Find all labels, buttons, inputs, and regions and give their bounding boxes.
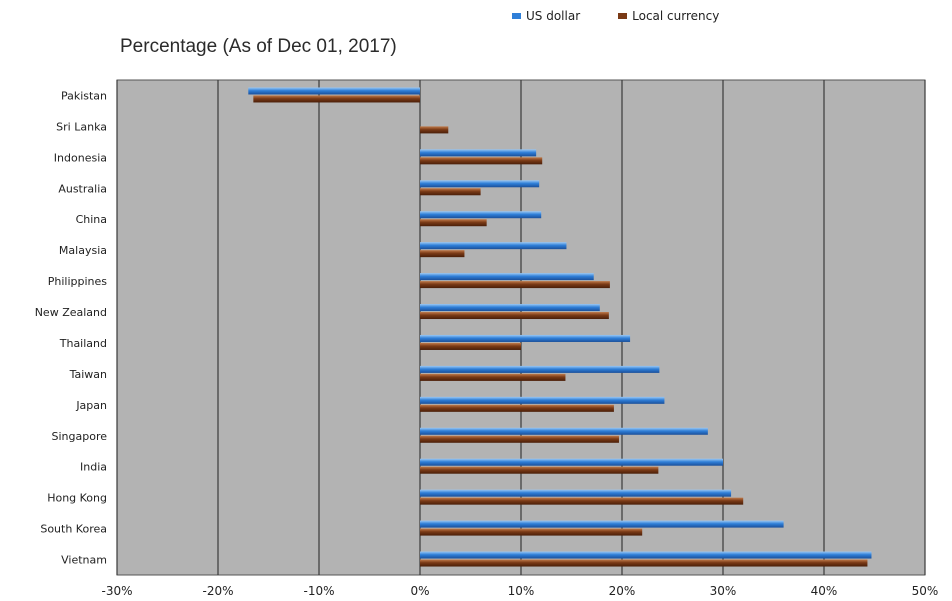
category-label: China — [76, 213, 107, 226]
category-label: Taiwan — [69, 368, 107, 381]
x-axis-tick-labels: -30% -20% -10% 0% 10% 20% 30% 40% 50% — [101, 584, 938, 598]
category-label: India — [80, 461, 107, 474]
bar-us-dollar — [420, 273, 594, 281]
x-tick-label: 30% — [710, 584, 737, 598]
x-tick-label: 20% — [609, 584, 636, 598]
legend-item-us-dollar: US dollar — [512, 9, 580, 23]
x-tick-label: 50% — [912, 584, 939, 598]
bar-us-dollar — [420, 489, 732, 497]
bar-us-dollar — [420, 365, 660, 373]
category-label: Thailand — [59, 337, 107, 350]
bar-us-dollar — [420, 458, 723, 466]
bar-us-dollar — [420, 334, 631, 342]
bar-local-currency — [420, 466, 659, 474]
x-tick-label: 0% — [410, 584, 429, 598]
category-label: Pakistan — [61, 89, 107, 102]
bar-us-dollar — [420, 520, 784, 528]
category-label: Singapore — [52, 430, 108, 443]
category-label: Indonesia — [54, 151, 107, 164]
bar-local-currency — [420, 219, 487, 227]
category-label: Japan — [75, 399, 107, 412]
bar-us-dollar — [420, 149, 537, 157]
bar-local-currency — [253, 95, 420, 103]
bar-us-dollar — [420, 427, 708, 435]
x-tick-label: -10% — [303, 584, 334, 598]
bar-local-currency — [420, 188, 481, 196]
bar-local-currency — [420, 435, 619, 443]
bar-local-currency — [420, 497, 744, 505]
legend-swatch-us-dollar — [512, 13, 521, 19]
bar-us-dollar — [420, 304, 600, 312]
bar-local-currency — [420, 126, 449, 134]
bar-local-currency — [420, 404, 614, 412]
category-label: Philippines — [48, 275, 108, 288]
chart-title: Percentage (As of Dec 01, 2017) — [120, 36, 397, 57]
legend-label-local-currency: Local currency — [632, 9, 720, 23]
bar-us-dollar — [420, 211, 542, 219]
category-label: Australia — [58, 182, 107, 195]
x-tick-label: 10% — [508, 584, 535, 598]
category-label: Vietnam — [61, 554, 107, 567]
category-label: New Zealand — [35, 306, 107, 319]
bar-local-currency — [420, 559, 868, 567]
bar-us-dollar — [420, 242, 567, 250]
category-label: South Korea — [40, 523, 107, 536]
bar-local-currency — [420, 312, 609, 320]
bar-us-dollar — [420, 396, 665, 404]
bar-local-currency — [420, 250, 465, 258]
bars — [248, 87, 872, 567]
category-label: Malaysia — [59, 244, 107, 257]
bar-us-dollar — [420, 551, 872, 559]
x-tick-label: -30% — [101, 584, 132, 598]
bar-local-currency — [420, 342, 521, 350]
x-tick-label: 40% — [811, 584, 838, 598]
category-labels: Pakistan Sri Lanka Indonesia Australia China… — [35, 89, 108, 566]
legend-item-local-currency: Local currency — [618, 9, 719, 23]
legend: US dollar Local currency — [512, 9, 719, 23]
legend-label-us-dollar: US dollar — [526, 9, 581, 23]
bar-us-dollar — [420, 180, 540, 188]
legend-swatch-local-currency — [618, 13, 628, 19]
bar-local-currency — [420, 528, 643, 536]
bar-local-currency — [420, 157, 543, 165]
category-label: Hong Kong — [47, 492, 107, 505]
category-label: Sri Lanka — [56, 120, 107, 133]
bar-local-currency — [420, 373, 566, 381]
bar-local-currency — [420, 281, 610, 289]
x-tick-label: -20% — [202, 584, 233, 598]
bar-us-dollar — [248, 87, 420, 95]
